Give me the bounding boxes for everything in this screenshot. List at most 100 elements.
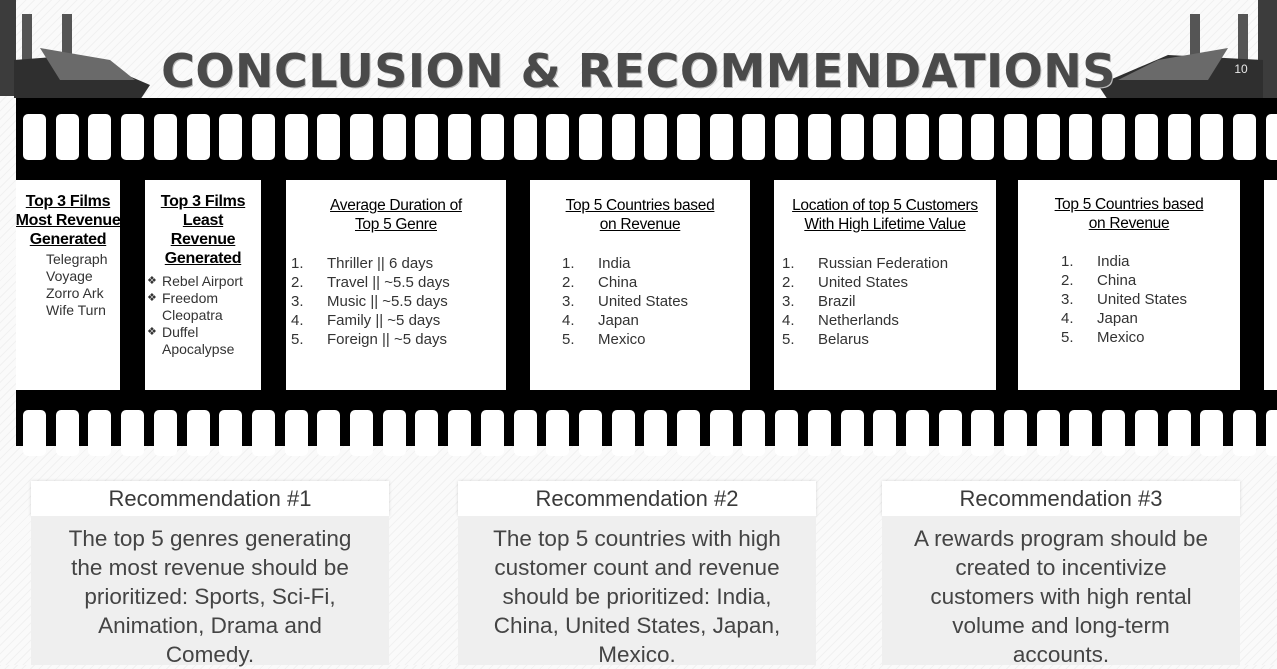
film-sprocket-hole <box>775 114 799 160</box>
recommendation-3-text: A rewards program should be created to i… <box>882 516 1240 667</box>
list-number: 5. <box>291 331 304 348</box>
list-text: Brazil <box>818 293 856 310</box>
film-strip: Top 3 Films Most Revenue Generated Teleg… <box>16 98 1277 456</box>
film-sprocket-hole <box>807 114 831 160</box>
diamond-bullet-icon: ❖ <box>147 292 157 304</box>
list-number: 3. <box>562 293 575 310</box>
recommendation-2-text: The top 5 countries with high customer c… <box>458 516 816 667</box>
film-sprocket-hole <box>251 114 275 160</box>
film-sprocket-hole <box>807 410 831 456</box>
panel-item: 2. China <box>1061 271 1240 290</box>
list-number: 2. <box>1061 272 1074 289</box>
film-sprocket-hole <box>153 114 177 160</box>
panel-item: 5. Belarus <box>782 330 996 349</box>
film-sprocket-hole <box>88 410 112 456</box>
film-sprocket-hole <box>513 410 537 456</box>
film-sprocket-hole <box>382 410 406 456</box>
list-number: 1. <box>291 255 304 272</box>
panel-top-films-most-revenue: Top 3 Films Most Revenue Generated Teleg… <box>16 180 120 390</box>
film-sprocket-hole <box>23 410 46 456</box>
recommendation-3-title: Recommendation #3 <box>882 481 1240 516</box>
page-title: CONCLUSION & RECOMMENDATIONS <box>161 44 1116 98</box>
film-sprocket-hole <box>448 410 472 456</box>
film-sprocket-hole <box>251 410 275 456</box>
list-text: Travel || ~5.5 days <box>327 274 450 291</box>
film-sprocket-row-top <box>16 114 1277 160</box>
list-text: China <box>1097 272 1137 289</box>
film-sprocket-hole <box>415 410 439 456</box>
film-sprocket-hole <box>1004 114 1027 160</box>
panel-item: Telegraph Voyage <box>46 251 108 284</box>
film-sprocket-hole <box>513 114 537 160</box>
film-sprocket-hole <box>121 410 145 456</box>
film-sprocket-hole <box>219 410 243 456</box>
list-text: Japan <box>598 312 639 329</box>
panel-item: 3. Brazil <box>782 292 996 311</box>
list-number: 1. <box>1061 253 1074 270</box>
film-sprocket-hole <box>1102 410 1126 456</box>
list-text: Music || ~5.5 days <box>327 293 448 310</box>
panel-partial-edge <box>1264 180 1277 390</box>
stage-light-left-icon <box>0 0 150 100</box>
panel-item: 3. United States <box>1061 290 1240 309</box>
film-sprocket-hole <box>611 114 635 160</box>
film-sprocket-hole <box>905 114 929 160</box>
panel-item: 5. Foreign || ~5 days <box>291 330 506 349</box>
film-sprocket-hole <box>284 410 308 456</box>
film-sprocket-hole <box>742 114 766 160</box>
panel-list: 1. India 2. China 3. United States 4. Japan 5. Me… <box>1018 252 1240 347</box>
panel-item: 4. Family || ~5 days <box>291 311 506 330</box>
list-number: 2. <box>562 274 575 291</box>
film-sprocket-hole <box>840 114 864 160</box>
list-text: Netherlands <box>818 312 899 329</box>
film-sprocket-hole <box>1036 114 1060 160</box>
film-sprocket-hole <box>578 114 602 160</box>
panel-top-countries-revenue-2: Top 5 Countries based on Revenue 1. India… <box>1018 180 1240 390</box>
recommendation-1-text: The top 5 genres generating the most rev… <box>31 516 389 667</box>
film-sprocket-hole <box>742 410 766 456</box>
list-text: India <box>598 255 631 272</box>
panel-top-customers-location: Location of top 5 Customers With High Li… <box>774 180 996 390</box>
film-sprocket-hole <box>546 410 570 456</box>
film-sprocket-hole <box>1167 410 1191 456</box>
film-sprocket-hole <box>709 410 733 456</box>
panel-average-duration-genre: Average Duration of Top 5 Genre 1. Thrill… <box>286 180 506 390</box>
panel-item: 4. Netherlands <box>782 311 996 330</box>
film-sprocket-hole <box>1134 114 1158 160</box>
film-sprocket-hole <box>1200 410 1224 456</box>
list-text: United States <box>818 274 909 291</box>
film-sprocket-hole <box>905 410 929 456</box>
film-sprocket-hole <box>1036 410 1060 456</box>
film-sprocket-hole <box>186 114 210 160</box>
list-text: Foreign || ~5 days <box>327 331 447 348</box>
panel-item: 5. Mexico <box>1061 328 1240 347</box>
panel-top-films-least-revenue: Top 3 Films Least Revenue Generated ❖ Reb… <box>145 180 261 390</box>
film-sprocket-hole <box>448 114 472 160</box>
panel-item: 1. India <box>1061 252 1240 271</box>
film-sprocket-hole <box>88 114 112 160</box>
list-number: 1. <box>782 255 795 272</box>
film-sprocket-hole <box>1200 114 1224 160</box>
list-number: 5. <box>562 331 575 348</box>
film-sprocket-hole <box>121 114 145 160</box>
list-number: 5. <box>782 331 795 348</box>
list-text: Mexico <box>1097 329 1145 346</box>
panel-heading: Top 3 Films Least Revenue Generated <box>160 193 246 267</box>
film-sprocket-hole <box>840 410 864 456</box>
list-number: 1. <box>562 255 575 272</box>
film-sprocket-hole <box>677 114 700 160</box>
film-sprocket-hole <box>1069 114 1093 160</box>
film-sprocket-hole <box>873 410 897 456</box>
film-sprocket-hole <box>938 410 962 456</box>
film-sprocket-hole <box>709 114 733 160</box>
diamond-bullet-icon: ❖ <box>147 326 157 338</box>
panel-list: 1. Thriller || 6 days 2. Travel || ~5.5 day… <box>286 254 506 349</box>
film-sprocket-hole <box>480 114 504 160</box>
film-sprocket-hole <box>873 114 897 160</box>
panel-heading: Top 3 Films Most Revenue Generated <box>16 193 120 248</box>
list-number: 4. <box>291 312 304 329</box>
list-text: United States <box>1097 291 1188 308</box>
list-number: 4. <box>562 312 575 329</box>
panel-item: 4. Japan <box>562 311 750 330</box>
panel-item: 3. United States <box>562 292 750 311</box>
